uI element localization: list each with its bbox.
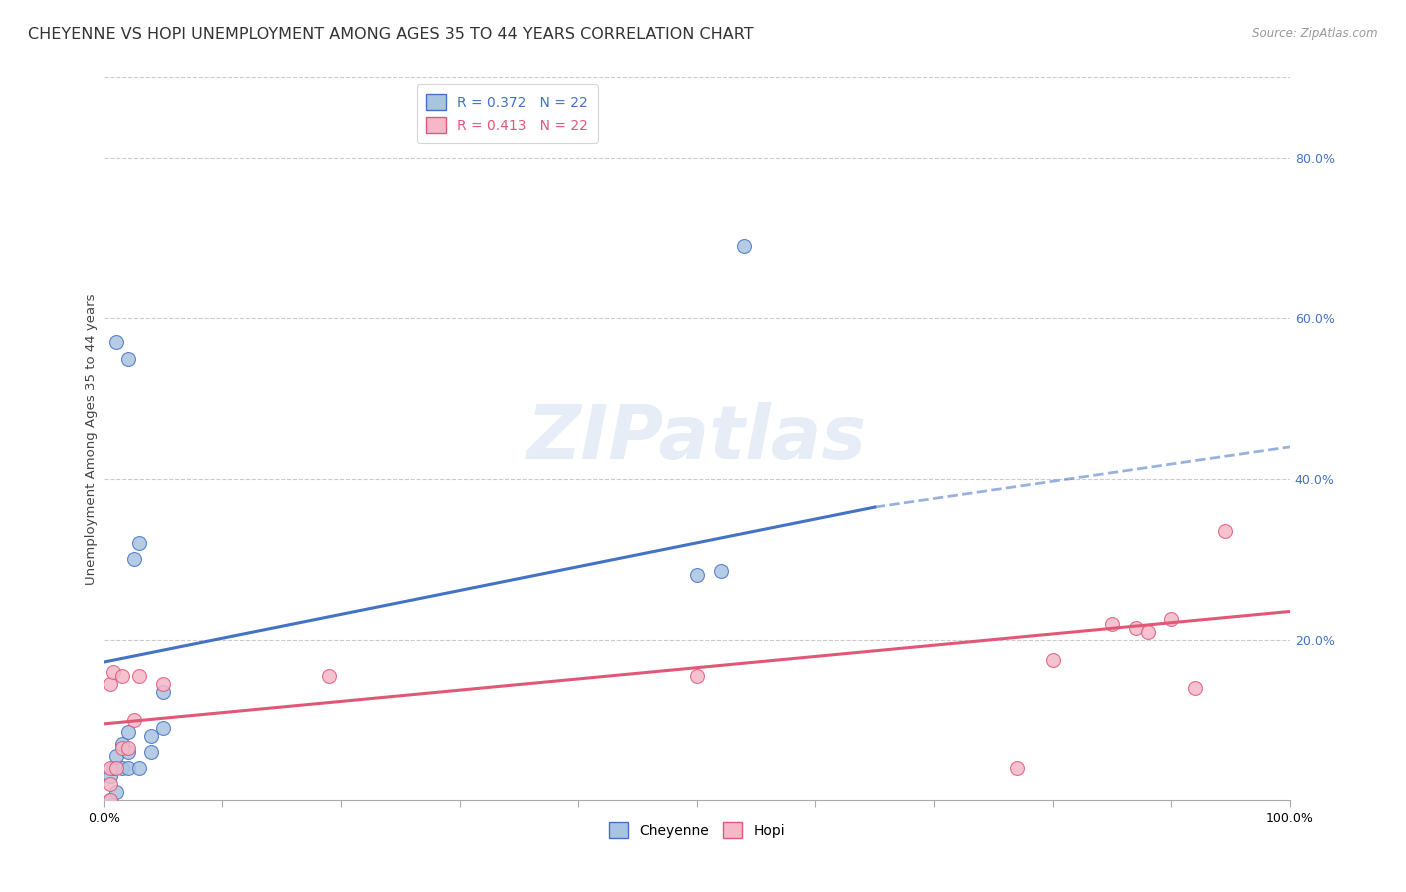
Point (117, 351, 139, 366)
Point (128, 669, 150, 683)
Point (117, 741, 139, 756)
Point (98, 761, 121, 775)
Y-axis label: Unemployment Among Ages 35 to 44 years: Unemployment Among Ages 35 to 44 years (86, 293, 98, 584)
Point (98, 777, 121, 791)
Legend: Cheyenne, Hopi: Cheyenne, Hopi (603, 817, 790, 844)
Point (104, 749, 127, 764)
Point (98, 793, 121, 807)
Point (152, 677, 174, 691)
Point (1005, 761, 1028, 775)
Text: CHEYENNE VS HOPI UNEMPLOYMENT AMONG AGES 35 TO 44 YEARS CORRELATION CHART: CHEYENNE VS HOPI UNEMPLOYMENT AMONG AGES… (28, 27, 754, 42)
Text: ZIPatlas: ZIPatlas (527, 402, 868, 475)
Point (104, 761, 127, 775)
Point (141, 729, 163, 743)
Point (141, 745, 163, 759)
Point (117, 725, 139, 739)
Point (1042, 653, 1064, 667)
Point (1136, 624, 1159, 639)
Point (111, 669, 134, 683)
Point (128, 536, 150, 550)
Point (733, 239, 755, 253)
Point (111, 737, 134, 751)
Point (318, 669, 340, 683)
Point (1125, 621, 1147, 635)
Point (152, 721, 174, 735)
Point (117, 745, 139, 759)
Point (122, 552, 145, 566)
Point (1184, 681, 1206, 695)
Point (710, 564, 733, 578)
Point (111, 761, 134, 775)
Point (686, 568, 709, 582)
Point (1213, 524, 1236, 538)
Point (103, 761, 125, 775)
Point (686, 669, 709, 683)
Point (98, 769, 121, 783)
Point (117, 761, 139, 775)
Point (98, 677, 121, 691)
Point (128, 761, 150, 775)
Text: Source: ZipAtlas.com: Source: ZipAtlas.com (1253, 27, 1378, 40)
Point (111, 741, 134, 756)
Point (103, 665, 125, 679)
Point (104, 335, 127, 350)
Point (1101, 616, 1123, 631)
Point (98, 793, 121, 807)
Point (1160, 613, 1182, 627)
Point (122, 713, 145, 727)
Point (104, 785, 127, 799)
Point (152, 685, 174, 699)
